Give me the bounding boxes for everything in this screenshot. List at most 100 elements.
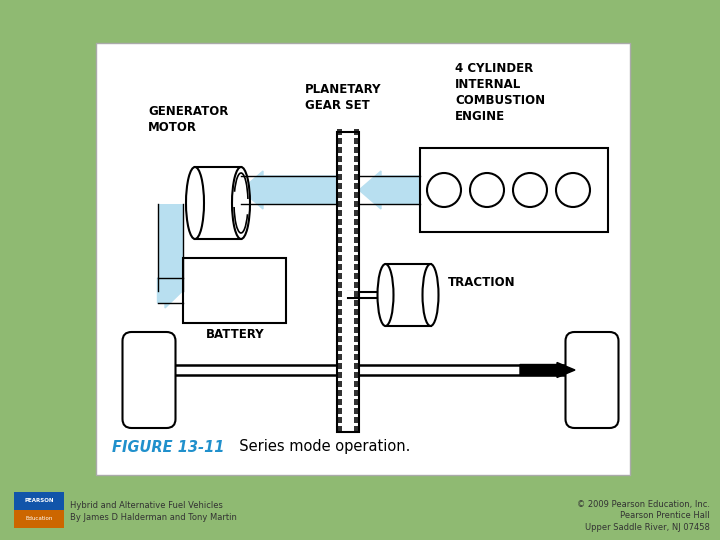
Bar	[337, 281, 342, 288]
Bar	[354, 129, 359, 135]
Bar	[342, 335, 354, 342]
Bar	[342, 246, 354, 252]
Bar	[354, 318, 359, 324]
Bar	[354, 416, 359, 423]
Bar	[337, 389, 342, 396]
Bar	[354, 219, 359, 225]
Bar	[337, 227, 342, 234]
Bar	[354, 399, 359, 405]
Ellipse shape	[377, 264, 394, 326]
Bar	[342, 408, 354, 414]
Bar	[354, 408, 359, 414]
Bar	[337, 372, 342, 378]
Bar	[337, 129, 342, 135]
Bar	[342, 156, 354, 162]
Bar	[354, 246, 359, 252]
Bar	[342, 345, 354, 351]
Bar	[14, 510, 64, 528]
Bar	[354, 156, 359, 162]
Bar	[354, 354, 359, 360]
Bar	[337, 173, 342, 180]
Bar	[337, 426, 342, 432]
Bar	[342, 210, 354, 216]
Bar	[354, 200, 359, 207]
Bar	[337, 156, 342, 162]
Bar	[337, 381, 342, 387]
Bar	[195, 167, 241, 239]
Bar	[342, 165, 354, 171]
Bar	[337, 132, 359, 432]
Bar	[337, 291, 342, 297]
Bar	[342, 381, 354, 387]
Circle shape	[513, 173, 547, 207]
Bar	[354, 426, 359, 432]
Text: TRACTION: TRACTION	[448, 275, 516, 288]
FancyArrow shape	[359, 171, 420, 209]
Bar	[337, 416, 342, 423]
Bar	[337, 165, 342, 171]
Text: BATTERY: BATTERY	[206, 328, 264, 341]
Bar	[354, 146, 359, 153]
Text: 4 CYLINDER
INTERNAL
COMBUSTION
ENGINE: 4 CYLINDER INTERNAL COMBUSTION ENGINE	[455, 62, 545, 123]
Bar	[342, 372, 354, 378]
Bar	[342, 183, 354, 189]
Bar	[354, 138, 359, 144]
Bar	[354, 291, 359, 297]
Bar	[354, 327, 359, 333]
Text: © 2009 Pearson Education, Inc.: © 2009 Pearson Education, Inc.	[577, 500, 710, 509]
Bar	[342, 237, 354, 243]
Bar	[342, 281, 354, 288]
Bar	[337, 200, 342, 207]
Bar	[337, 254, 342, 261]
Bar	[337, 146, 342, 153]
Bar	[342, 273, 354, 279]
Bar	[342, 389, 354, 396]
Bar	[342, 318, 354, 324]
Bar	[354, 335, 359, 342]
Bar	[354, 210, 359, 216]
Bar	[354, 381, 359, 387]
Bar	[337, 318, 342, 324]
Text: GENERATOR
MOTOR: GENERATOR MOTOR	[148, 105, 228, 134]
Bar	[337, 362, 342, 369]
Circle shape	[470, 173, 504, 207]
Bar	[354, 173, 359, 180]
FancyBboxPatch shape	[122, 332, 176, 428]
Bar	[337, 246, 342, 252]
Bar	[354, 264, 359, 270]
Bar	[342, 416, 354, 423]
Bar	[354, 254, 359, 261]
Bar	[342, 129, 354, 135]
Bar	[337, 192, 342, 198]
Circle shape	[427, 173, 461, 207]
Bar	[354, 237, 359, 243]
Bar	[354, 192, 359, 198]
Bar	[354, 281, 359, 288]
Bar	[337, 354, 342, 360]
Bar	[337, 399, 342, 405]
Bar	[354, 273, 359, 279]
Bar	[342, 173, 354, 180]
Bar	[342, 354, 354, 360]
Text: By James D Halderman and Tony Martin: By James D Halderman and Tony Martin	[70, 514, 237, 523]
Bar	[342, 300, 354, 306]
Bar	[354, 345, 359, 351]
Bar	[96, 43, 630, 475]
Circle shape	[556, 173, 590, 207]
Bar	[337, 219, 342, 225]
Bar	[385, 264, 431, 326]
Text: Education: Education	[25, 516, 53, 522]
Ellipse shape	[232, 167, 250, 239]
Bar	[337, 273, 342, 279]
Bar	[342, 291, 354, 297]
Bar	[354, 389, 359, 396]
Bar	[354, 300, 359, 306]
Bar	[342, 327, 354, 333]
Bar	[354, 372, 359, 378]
Bar	[342, 308, 354, 315]
Bar	[337, 264, 342, 270]
FancyArrow shape	[241, 171, 337, 209]
Bar	[342, 254, 354, 261]
Text: Series mode operation.: Series mode operation.	[230, 440, 410, 455]
FancyBboxPatch shape	[565, 332, 618, 428]
